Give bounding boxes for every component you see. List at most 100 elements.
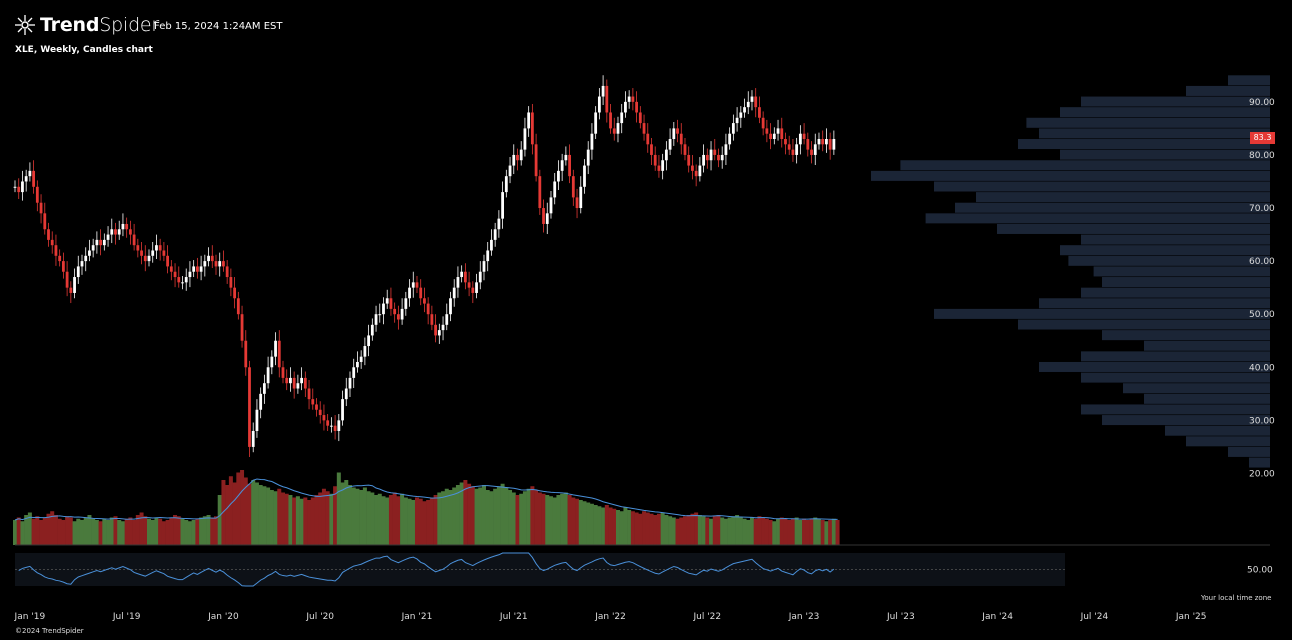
candle-body — [32, 170, 36, 187]
volume-bar — [679, 517, 684, 545]
candle-body — [106, 234, 110, 240]
volume-bar — [132, 520, 137, 545]
volume-bar — [117, 520, 122, 545]
candle-body — [210, 255, 214, 262]
volume-bar — [46, 513, 51, 545]
volume-bar — [228, 476, 233, 545]
volume-bar — [675, 518, 680, 545]
candle-body — [590, 133, 594, 150]
candle-body — [73, 277, 76, 293]
volume-profile — [871, 75, 1270, 468]
volume-bar — [165, 520, 170, 545]
volume-bar — [642, 511, 647, 545]
candle-body — [523, 128, 527, 150]
volume-profile-bar — [1060, 107, 1270, 118]
volume-bar — [534, 490, 539, 545]
candle-body — [344, 388, 348, 400]
volume-profile-bar — [1081, 234, 1270, 245]
volume-bar — [310, 497, 315, 545]
volume-bar — [370, 492, 375, 545]
candle-body — [415, 282, 419, 288]
volume-profile-bar — [1102, 277, 1270, 288]
candle-body — [452, 287, 456, 299]
candle-body — [564, 154, 568, 161]
candle-body — [791, 149, 795, 155]
candle-body — [657, 165, 661, 171]
candle-body — [694, 170, 698, 177]
volume-profile-bar — [1228, 446, 1270, 457]
candle-body — [702, 154, 705, 166]
candles-layer — [13, 75, 836, 457]
chart-subtitle: XLE, Weekly, Candles chart — [15, 45, 153, 55]
candle-body — [642, 123, 646, 134]
candle-body — [370, 324, 374, 336]
candle-body — [601, 85, 605, 97]
volume-bar — [98, 521, 103, 545]
candle-body — [236, 298, 240, 315]
candle-body — [709, 149, 713, 161]
candle-body — [724, 144, 728, 155]
volume-bar — [816, 518, 821, 545]
candle-body — [661, 160, 665, 171]
candle-body — [39, 202, 43, 214]
candle-body — [463, 271, 467, 283]
volume-profile-bar — [1018, 139, 1270, 150]
candle-body — [583, 165, 586, 187]
volume-bar — [448, 490, 453, 545]
candle-body — [363, 346, 367, 357]
volume-bar — [809, 518, 814, 545]
candle-body — [95, 239, 99, 246]
rsi-panel: 50.00 — [15, 552, 1273, 587]
volume-bar — [634, 512, 639, 545]
candle-body — [769, 133, 772, 140]
volume-profile-bar — [1186, 436, 1270, 447]
candle-body — [449, 298, 452, 315]
volume-profile-bar — [1186, 85, 1270, 96]
candle-body — [315, 404, 318, 410]
last-price-badge: 83.3 — [1250, 132, 1275, 144]
time-tick-label: Jul '19 — [112, 612, 141, 622]
candle-body — [88, 250, 91, 256]
candle-body — [374, 314, 378, 325]
volume-bar — [489, 491, 494, 545]
volume-bar — [374, 495, 379, 545]
candle-body — [493, 229, 497, 240]
candle-body — [713, 149, 717, 155]
volume-bar — [593, 505, 598, 545]
candle-body — [348, 377, 352, 389]
volume-bar — [61, 520, 66, 545]
volume-profile-bar — [1081, 404, 1270, 415]
candle-body — [408, 287, 411, 299]
candle-body — [746, 101, 750, 108]
volume-bar — [500, 483, 505, 545]
volume-bar — [537, 492, 542, 545]
candle-body — [739, 112, 743, 118]
volume-bar — [761, 517, 766, 545]
candle-body — [140, 250, 143, 256]
volume-bar — [53, 515, 58, 545]
candle-body — [266, 367, 270, 384]
candle-body — [735, 117, 739, 124]
candle-body — [698, 165, 702, 177]
volume-bar — [478, 487, 483, 545]
candle-body — [318, 409, 322, 416]
volume-bar — [452, 487, 457, 545]
volume-bar — [671, 517, 676, 545]
price-tick-label: 30.00 — [1249, 416, 1275, 426]
candle-body — [58, 255, 62, 262]
brand-name: TrendSpider — [40, 14, 160, 36]
volume-bar — [426, 500, 431, 545]
volume-bar — [485, 490, 490, 545]
candle-body — [423, 298, 426, 304]
volume-bar — [355, 488, 360, 545]
volume-bar — [68, 517, 73, 545]
volume-bar — [463, 480, 468, 545]
volume-bar — [813, 517, 818, 545]
candle-body — [281, 367, 285, 378]
volume-bar — [76, 518, 81, 545]
candle-body — [527, 112, 531, 129]
volume-bar — [768, 520, 773, 545]
volume-bar — [694, 512, 699, 545]
volume-bar — [146, 518, 151, 545]
